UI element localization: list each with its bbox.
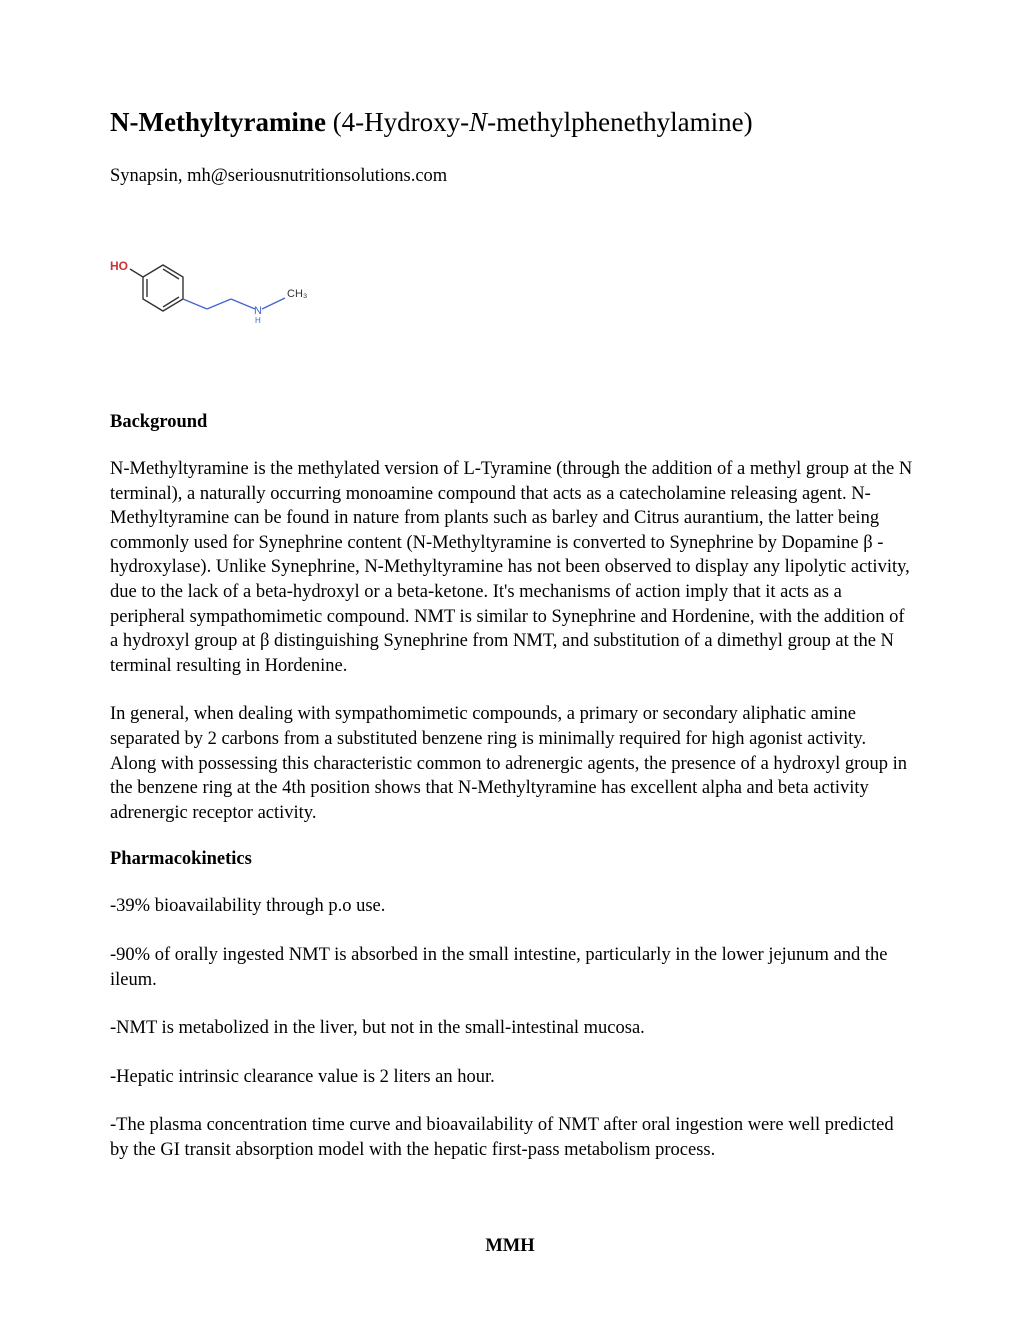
ch3-label: CH₃ [287, 288, 307, 300]
pharmacokinetics-heading: Pharmacokinetics [110, 849, 915, 870]
alt-name-suffix: -methylphenethylamine) [487, 107, 752, 137]
background-para-1: N-Methyltyramine is the methylated versi… [110, 457, 915, 678]
pk-item: -Hepatic intrinsic clearance value is 2 … [110, 1065, 915, 1090]
alt-name-italic: N [469, 107, 487, 137]
benzene-ring [143, 265, 183, 311]
author-line: Synapsin, mh@seriousnutritionsolutions.c… [110, 166, 915, 187]
side-chain [183, 298, 285, 309]
h-label: H [255, 316, 261, 325]
document-title: N-Methyltyramine (4-Hydroxy-N-methylphen… [110, 105, 915, 140]
pharmacokinetics-list: -39% bioavailability through p.o use. -9… [110, 894, 915, 1162]
pk-item: -NMT is metabolized in the liver, but no… [110, 1016, 915, 1041]
background-heading: Background [110, 412, 915, 433]
footer-initials: MMH [0, 1236, 1020, 1257]
chemical-structure-diagram: HO N H CH₃ [107, 242, 915, 337]
pk-item: -90% of orally ingested NMT is absorbed … [110, 943, 915, 992]
alt-name-prefix: (4-Hydroxy- [326, 107, 469, 137]
ho-label: HO [110, 259, 128, 273]
compound-name: N-Methyltyramine [110, 107, 326, 137]
pk-item: -39% bioavailability through p.o use. [110, 894, 915, 919]
background-para-2: In general, when dealing with sympathomi… [110, 702, 915, 825]
pk-item: -The plasma concentration time curve and… [110, 1113, 915, 1162]
